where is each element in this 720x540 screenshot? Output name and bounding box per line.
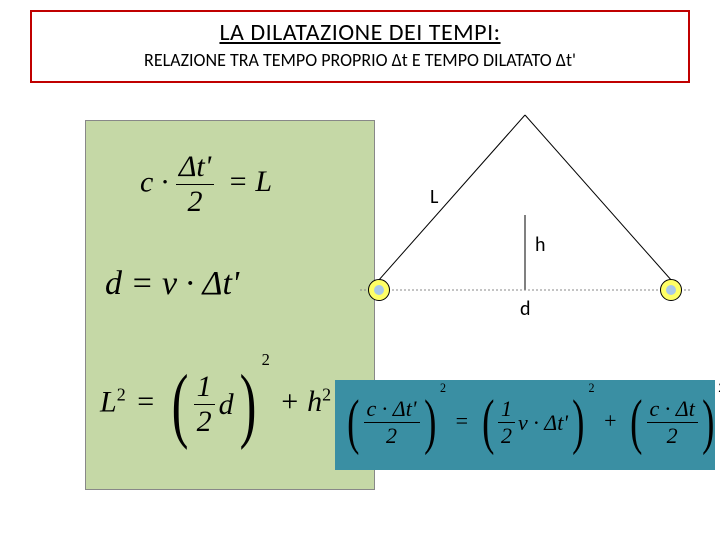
formula-3: L2 = ( 1 2 d ) 2 + h2 <box>100 370 331 439</box>
bf-eq1: = <box>456 408 468 433</box>
bf-mid-num: 1 <box>498 396 515 422</box>
f3-Lexp: 2 <box>117 384 126 404</box>
bf-lhs-num: c · Δt' <box>364 396 420 422</box>
triangle-diagram: L h d <box>370 115 700 315</box>
f3-half-den: 2 <box>194 404 215 439</box>
title: LA DILATAZIONE DEI TEMPI: <box>42 18 678 47</box>
f3-d: d <box>219 388 234 422</box>
bf-rhs-den: 2 <box>647 422 698 449</box>
photon-marker-left <box>368 279 390 301</box>
f1-eq: = L <box>228 165 272 198</box>
f3-eq: = <box>137 385 154 418</box>
f1-c: c · <box>140 165 168 198</box>
label-d: d <box>520 297 531 321</box>
f1-num: Δt' <box>176 150 214 184</box>
triangle-side-right <box>525 115 680 290</box>
f3-paren-exp: 2 <box>262 350 270 369</box>
bf-mid-exp: 2 <box>589 381 595 395</box>
bf-lhs-exp: 2 <box>440 381 446 395</box>
formula-1: c · Δt' 2 = L <box>140 150 272 219</box>
label-L: L <box>430 185 438 209</box>
derived-formula-panel: ( c · Δt' 2 ) 2 = ( 1 2 v · Δt' ) 2 + ( … <box>335 380 715 470</box>
bf-plus: + <box>604 408 616 433</box>
title-box: LA DILATAZIONE DEI TEMPI: RELAZIONE TRA … <box>30 10 690 83</box>
photon-marker-right <box>660 279 682 301</box>
f2-text: d = v · Δt' <box>105 265 239 302</box>
subtitle: RELAZIONE TRA TEMPO PROPRIO Δt E TEMPO D… <box>42 49 678 71</box>
photon-inner <box>666 285 676 295</box>
bf-mid-den: 2 <box>498 422 515 449</box>
formula-2: d = v · Δt' <box>105 265 239 303</box>
triangle-side-left <box>370 115 525 290</box>
label-h: h <box>535 233 546 257</box>
f3-L: L <box>100 385 117 418</box>
bf-rhs-num: c · Δt <box>647 396 698 422</box>
f3-plus: + h <box>279 385 322 418</box>
derived-formula: ( c · Δt' 2 ) 2 = ( 1 2 v · Δt' ) 2 + ( … <box>343 396 720 449</box>
f3-hexp: 2 <box>322 384 331 404</box>
bf-mid-v: v · Δt' <box>518 410 568 436</box>
photon-inner <box>374 285 384 295</box>
f1-den: 2 <box>176 184 214 219</box>
bf-lhs-den: 2 <box>364 422 420 449</box>
f3-half-num: 1 <box>194 370 215 404</box>
